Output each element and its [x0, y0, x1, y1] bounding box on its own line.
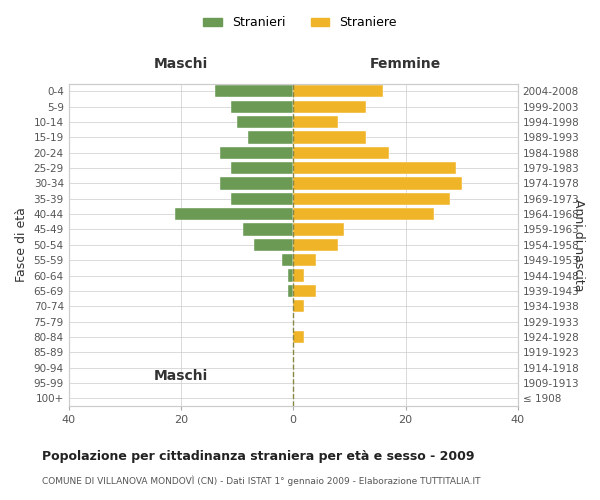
Y-axis label: Anni di nascita: Anni di nascita	[572, 198, 585, 291]
Bar	[293, 131, 366, 143]
Bar	[293, 146, 389, 159]
Bar	[220, 146, 293, 159]
Bar	[293, 85, 383, 98]
Bar	[293, 100, 366, 113]
Bar	[215, 85, 293, 98]
Bar	[287, 270, 293, 281]
Bar	[293, 300, 304, 312]
Bar	[282, 254, 293, 266]
Bar	[293, 270, 304, 281]
Text: Femmine: Femmine	[370, 58, 441, 71]
Bar	[287, 284, 293, 297]
Bar	[293, 208, 434, 220]
Bar	[175, 208, 293, 220]
Bar	[232, 192, 293, 205]
Bar	[293, 254, 316, 266]
Text: Popolazione per cittadinanza straniera per età e sesso - 2009: Popolazione per cittadinanza straniera p…	[42, 450, 475, 463]
Bar	[293, 178, 461, 190]
Bar	[237, 116, 293, 128]
Bar	[248, 131, 293, 143]
Bar	[293, 116, 338, 128]
Y-axis label: Fasce di età: Fasce di età	[15, 208, 28, 282]
Text: Maschi: Maschi	[154, 58, 208, 71]
Bar	[293, 224, 344, 235]
Bar	[254, 238, 293, 251]
Bar	[232, 162, 293, 174]
Bar	[293, 162, 456, 174]
Bar	[220, 178, 293, 190]
Bar	[232, 100, 293, 113]
Bar	[293, 284, 316, 297]
Bar	[293, 331, 304, 343]
Text: COMUNE DI VILLANOVA MONDOVÌ (CN) - Dati ISTAT 1° gennaio 2009 - Elaborazione TUT: COMUNE DI VILLANOVA MONDOVÌ (CN) - Dati …	[42, 475, 481, 486]
Bar	[293, 238, 338, 251]
Bar	[243, 224, 293, 235]
Text: Maschi: Maschi	[154, 368, 208, 382]
Legend: Stranieri, Straniere: Stranieri, Straniere	[198, 11, 402, 34]
Bar	[293, 192, 451, 205]
